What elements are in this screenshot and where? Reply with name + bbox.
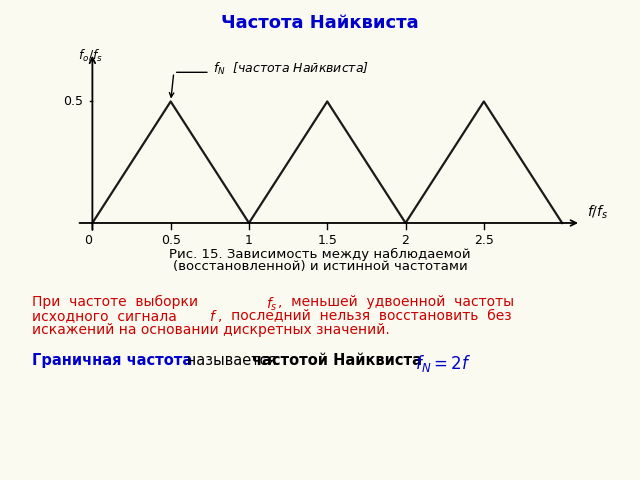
Text: искажений на основании дискретных значений.: искажений на основании дискретных значен…: [32, 323, 390, 337]
Text: $f_o/f_s$: $f_o/f_s$: [78, 48, 104, 64]
Text: Частота Найквиста: Частота Найквиста: [221, 14, 419, 33]
Text: При  частоте  выборки: При частоте выборки: [32, 295, 207, 309]
Text: (восстановленной) и истинной частотами: (восстановленной) и истинной частотами: [173, 260, 467, 273]
Text: $f/f_s$: $f/f_s$: [587, 203, 609, 220]
Text: ,  последний  нельзя  восстановить  без: , последний нельзя восстановить без: [218, 309, 511, 323]
Text: 1.5: 1.5: [317, 234, 337, 247]
Text: 0.5: 0.5: [63, 95, 83, 108]
Text: 2.5: 2.5: [474, 234, 494, 247]
Text: 0.5: 0.5: [161, 234, 180, 247]
Text: Граничная частота: Граничная частота: [32, 353, 192, 368]
Text: частотой Найквиста: частотой Найквиста: [252, 353, 422, 368]
Text: 2: 2: [402, 234, 410, 247]
Text: $f_N$  [частота Найквиста]: $f_N$ [частота Найквиста]: [213, 60, 369, 77]
Text: $f_N = 2f$: $f_N = 2f$: [410, 353, 471, 374]
Text: Рис. 15. Зависимость между наблюдаемой: Рис. 15. Зависимость между наблюдаемой: [169, 248, 471, 261]
Text: $f_s$: $f_s$: [266, 295, 277, 312]
Text: 0: 0: [84, 234, 92, 247]
Text: 1: 1: [245, 234, 253, 247]
Text: ,  меньшей  удвоенной  частоты: , меньшей удвоенной частоты: [278, 295, 515, 309]
Text: называется: называется: [182, 353, 282, 368]
Text: $f$: $f$: [209, 309, 218, 324]
Text: исходного  сигнала: исходного сигнала: [32, 309, 186, 323]
